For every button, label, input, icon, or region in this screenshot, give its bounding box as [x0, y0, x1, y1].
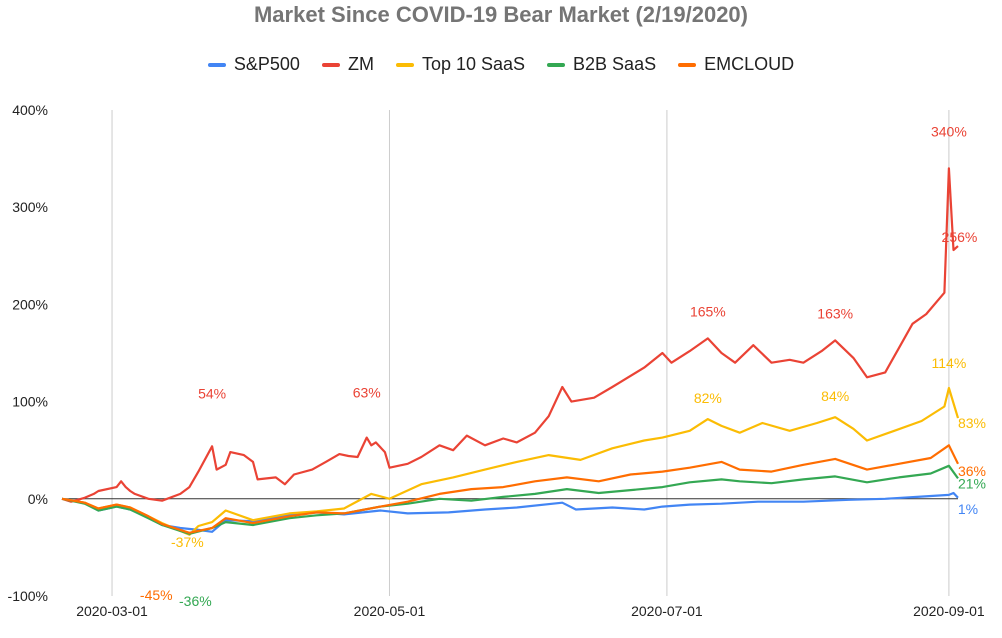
- y-tick-label: 200%: [12, 296, 48, 312]
- legend-swatch-b2b: [547, 62, 566, 67]
- y-tick-label: 100%: [12, 394, 48, 410]
- y-tick-label: -100%: [8, 588, 48, 604]
- data-label: 163%: [817, 305, 853, 321]
- series-line-1: [61, 167, 959, 503]
- x-tick-label: 2020-03-01: [76, 603, 148, 619]
- x-tick-label: 2020-05-01: [354, 603, 426, 619]
- legend-item-zm[interactable]: ZM: [321, 54, 374, 75]
- legend-label-zm: ZM: [347, 54, 374, 74]
- data-label: -36%: [179, 593, 212, 609]
- data-label: 340%: [931, 123, 967, 139]
- y-tick-label: 400%: [12, 102, 48, 118]
- x-tick-label: 2020-09-01: [913, 603, 985, 619]
- y-tick-label: 300%: [12, 199, 48, 215]
- data-label: 63%: [353, 385, 381, 401]
- legend-item-b2b[interactable]: B2B SaaS: [547, 54, 656, 75]
- data-label: -37%: [171, 534, 204, 550]
- series-line-4: [61, 444, 959, 534]
- legend-swatch-sp500: [207, 62, 226, 67]
- data-label: 84%: [821, 388, 849, 404]
- legend-label-top10: Top 10 SaaS: [421, 54, 526, 74]
- legend-swatch-top10: [395, 62, 414, 67]
- data-label: 165%: [690, 303, 726, 319]
- data-label: -45%: [140, 587, 173, 603]
- x-tick-label: 2020-07-01: [631, 603, 703, 619]
- legend-label-b2b: B2B SaaS: [573, 54, 657, 74]
- data-label: 1%: [958, 501, 978, 517]
- data-label: 114%: [932, 355, 967, 371]
- legend-label-emcloud: EMCLOUD: [704, 54, 795, 74]
- legend-swatch-emcloud: [678, 62, 697, 67]
- data-label: 36%: [958, 463, 986, 479]
- legend-item-sp500[interactable]: S&P500: [207, 54, 300, 75]
- data-label: 83%: [958, 415, 986, 431]
- chart-legend: S&P500 ZM Top 10 SaaS B2B SaaS EMCLOUD: [0, 54, 1002, 75]
- data-label: 54%: [198, 385, 226, 401]
- legend-item-emcloud[interactable]: EMCLOUD: [678, 54, 794, 75]
- y-tick-label: 0%: [28, 491, 48, 507]
- legend-item-top10[interactable]: Top 10 SaaS: [395, 54, 526, 75]
- legend-label-sp500: S&P500: [233, 54, 300, 74]
- legend-swatch-zm: [321, 62, 340, 67]
- chart-title: Market Since COVID-19 Bear Market (2/19/…: [253, 2, 748, 27]
- data-label: 256%: [942, 229, 978, 245]
- data-label: 21%: [958, 475, 986, 491]
- data-label: 82%: [694, 390, 722, 406]
